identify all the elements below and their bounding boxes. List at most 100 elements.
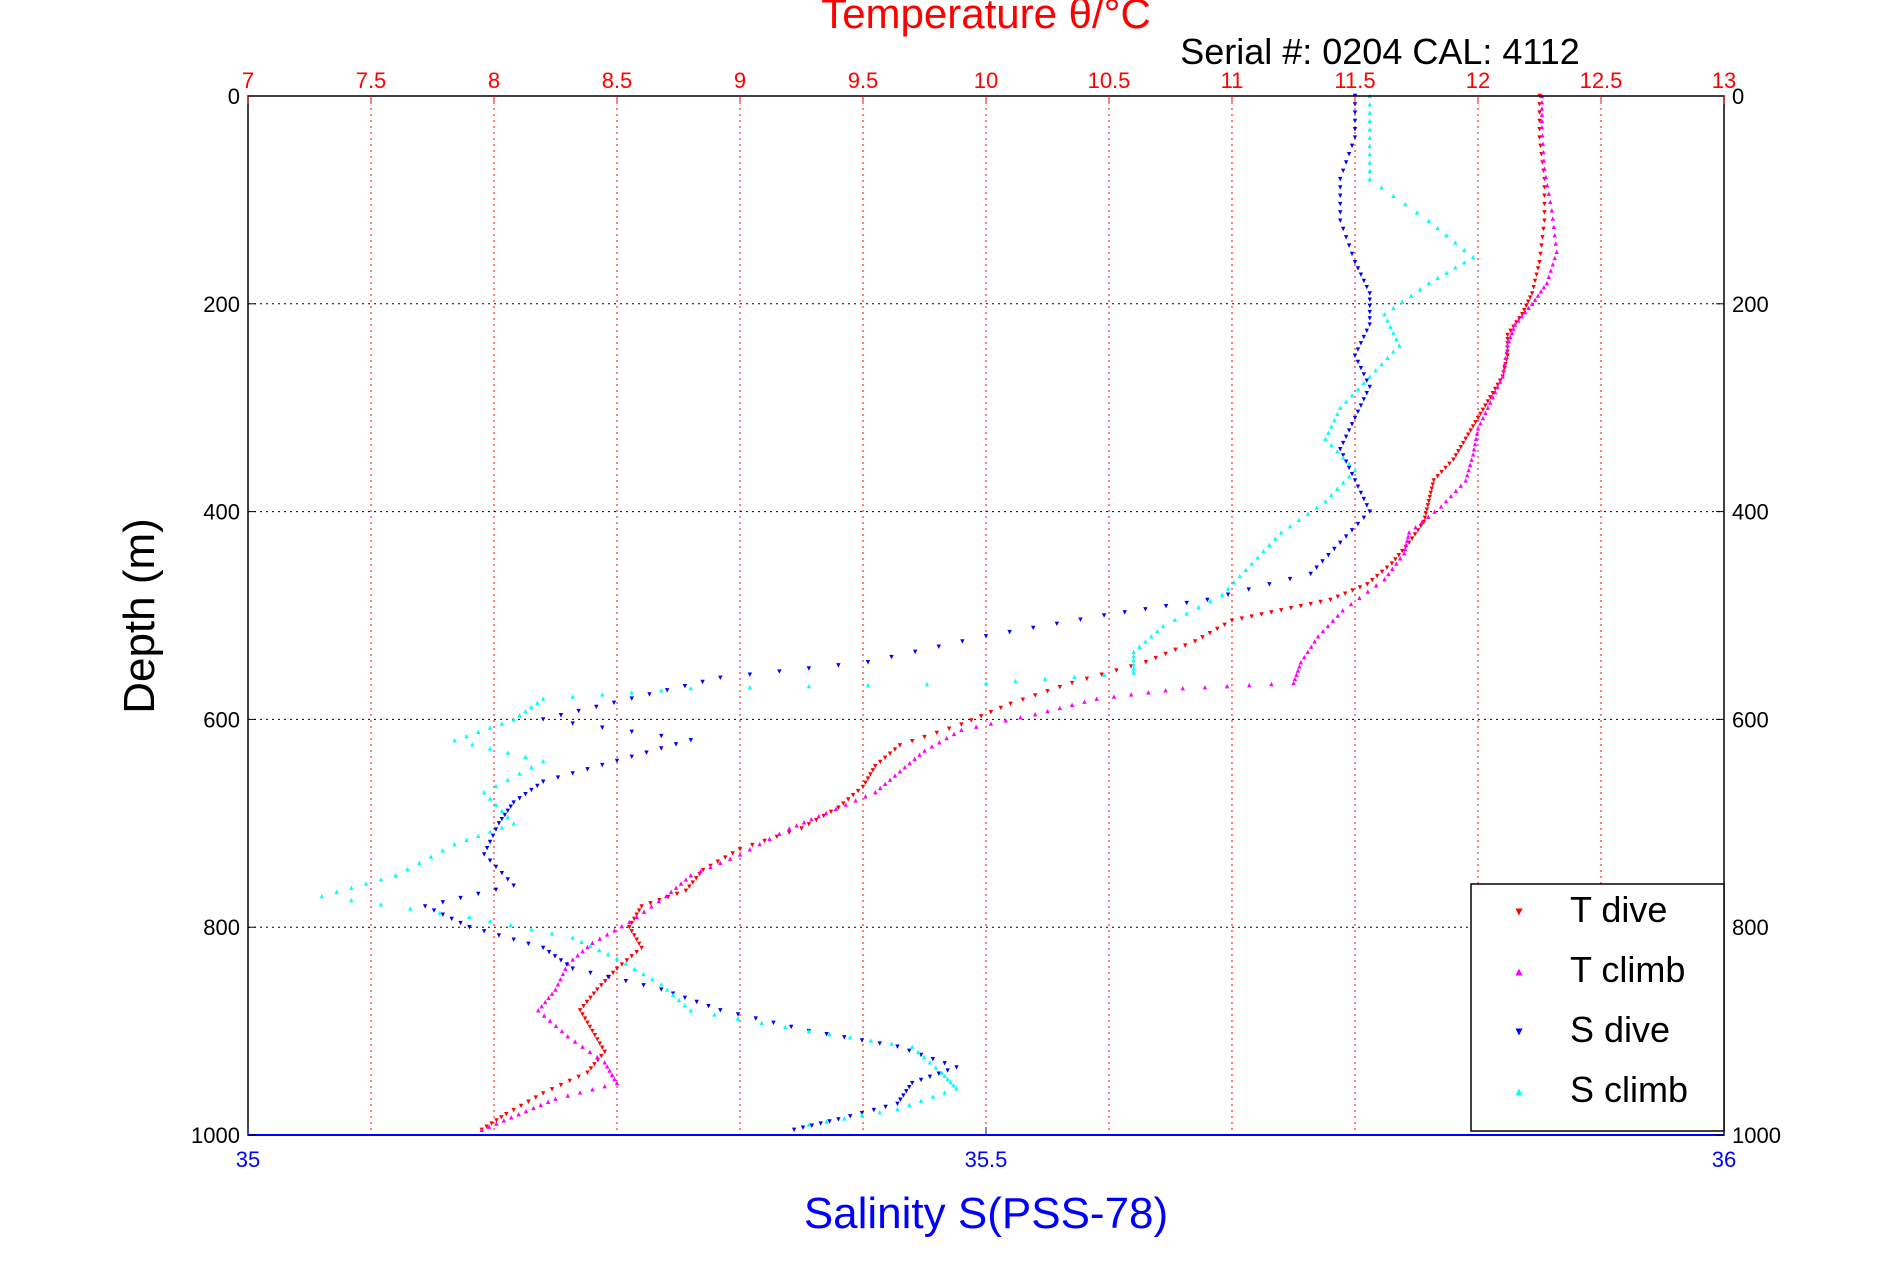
data-point	[577, 1008, 583, 1013]
data-point	[1544, 280, 1550, 286]
data-point	[694, 999, 699, 1005]
data-point	[1529, 301, 1535, 306]
temp-tick-label: 12	[1466, 68, 1490, 93]
data-point	[636, 941, 642, 947]
data-point	[1503, 355, 1508, 361]
data-point	[597, 936, 602, 941]
data-point	[1509, 330, 1515, 336]
data-point	[656, 899, 662, 904]
data-point	[1413, 524, 1418, 530]
data-point	[777, 669, 782, 674]
data-point	[570, 935, 575, 940]
data-point	[1537, 135, 1542, 140]
data-point	[1335, 411, 1340, 417]
data-point	[1532, 297, 1538, 302]
data-point	[827, 1119, 832, 1124]
data-point	[576, 1074, 581, 1080]
data-point	[978, 714, 984, 719]
data-point	[647, 692, 652, 697]
data-point	[517, 796, 522, 801]
data-point	[1425, 503, 1431, 508]
data-point	[827, 1032, 832, 1037]
data-point	[458, 920, 463, 926]
data-point	[1101, 672, 1107, 677]
data-point	[1255, 555, 1260, 560]
data-point	[841, 801, 846, 806]
data-point	[1183, 643, 1188, 648]
data-point	[1249, 614, 1254, 619]
data-point	[1338, 176, 1343, 182]
data-point	[1444, 233, 1449, 238]
data-point	[1485, 399, 1491, 404]
data-point	[873, 763, 878, 769]
data-point	[1202, 684, 1208, 690]
data-point	[505, 814, 510, 820]
data-point	[476, 729, 481, 735]
data-point	[1352, 353, 1358, 358]
data-point	[629, 920, 634, 926]
data-point	[1542, 218, 1547, 223]
data-point	[809, 816, 814, 822]
data-point	[1444, 270, 1449, 275]
data-point	[1355, 347, 1361, 352]
legend-marker	[1515, 908, 1523, 916]
data-point	[1340, 455, 1346, 460]
data-point	[1346, 243, 1352, 248]
data-point	[1548, 199, 1553, 205]
data-point	[1429, 486, 1434, 491]
data-point	[1352, 135, 1358, 140]
data-point	[1374, 573, 1380, 579]
data-point	[828, 809, 834, 815]
data-point	[1163, 651, 1168, 657]
data-point	[1131, 670, 1136, 675]
data-point	[1538, 251, 1543, 257]
data-point	[1237, 573, 1243, 579]
data-point	[1539, 124, 1545, 130]
data-point	[644, 750, 649, 755]
data-point	[417, 860, 422, 865]
data-point	[1391, 193, 1396, 198]
data-point	[1550, 216, 1555, 221]
data-point	[1542, 201, 1547, 207]
data-point	[539, 1003, 544, 1009]
data-point	[1361, 380, 1367, 385]
data-point	[505, 750, 510, 755]
data-point	[1529, 291, 1535, 296]
data-point	[1340, 440, 1346, 446]
data-point	[799, 826, 804, 831]
data-point	[806, 666, 812, 671]
data-point	[659, 987, 664, 992]
data-point	[1352, 415, 1358, 421]
data-point	[1426, 218, 1431, 223]
data-point	[648, 901, 653, 906]
data-point	[1473, 420, 1478, 425]
data-point	[1542, 166, 1547, 171]
data-point	[393, 873, 398, 878]
depth-tick-label-left: 1000	[191, 1123, 240, 1148]
data-point	[602, 979, 608, 984]
data-point	[1335, 613, 1340, 618]
data-point	[1524, 303, 1529, 309]
data-point	[912, 649, 918, 655]
data-point	[518, 1103, 524, 1109]
data-point	[1520, 311, 1525, 317]
data-point	[529, 764, 534, 770]
data-point	[944, 735, 949, 741]
data-point	[567, 1078, 572, 1084]
depth-tick-label-right: 1000	[1732, 1123, 1781, 1148]
data-point	[1072, 674, 1077, 680]
data-point	[612, 928, 617, 933]
data-point	[1358, 272, 1364, 277]
data-point	[910, 1044, 915, 1049]
legend-box	[1470, 883, 1725, 1132]
data-point	[1390, 566, 1395, 571]
data-point	[649, 904, 654, 909]
data-point	[1453, 488, 1459, 494]
data-point	[1546, 274, 1552, 279]
data-point	[853, 798, 858, 803]
data-point	[1541, 226, 1546, 232]
data-point	[1537, 110, 1542, 115]
data-point	[541, 758, 546, 764]
data-point	[873, 789, 878, 795]
